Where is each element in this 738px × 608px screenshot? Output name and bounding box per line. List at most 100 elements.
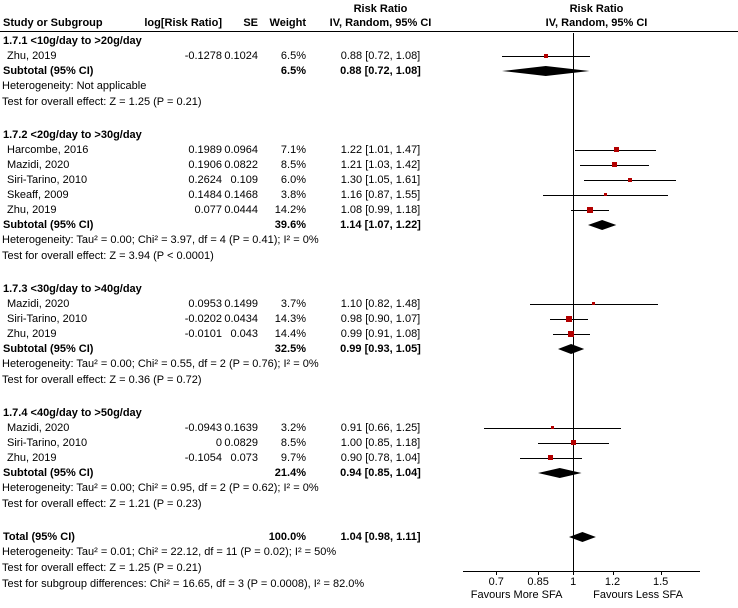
study-row: Siri-Tarino, 2010 -0.0202 0.0434 14.3% 0.98 …	[0, 311, 738, 326]
note-text: Test for overall effect: Z = 1.25 (P = 0…	[2, 96, 202, 108]
study-row: Zhu, 2019 -0.0101 0.043 14.4% 0.99 [0.91, 1.…	[0, 326, 738, 341]
column-header-weight: Weight	[269, 17, 306, 29]
log-risk-ratio-value: 0.077	[194, 203, 222, 216]
log-risk-ratio-value: 0.1906	[188, 158, 222, 171]
study-name: Mazidi, 2020	[7, 421, 70, 434]
total-row: Total (95% CI) 100.0% 1.04 [0.98, 1.11]	[0, 529, 738, 544]
ci-text: 0.98 [0.90, 1.07]	[340, 312, 421, 325]
point-estimate-marker	[570, 440, 576, 445]
weight-value: 100.0%	[268, 530, 306, 543]
study-row: Harcombe, 2016 0.1989 0.0964 7.1% 1.22 [1.01…	[0, 142, 738, 157]
summary-diamond	[538, 467, 582, 478]
summary-label: Subtotal (95% CI)	[3, 64, 94, 77]
weight-value: 14.2%	[274, 203, 306, 216]
plot-cell	[455, 311, 738, 326]
spacer-row	[0, 264, 738, 281]
column-header-plot-method: IV, Random, 95% CI	[545, 17, 648, 29]
weight-value: 3.2%	[280, 421, 306, 434]
column-header-study: Study or Subgroup	[3, 17, 103, 29]
study-name: Zhu, 2019	[7, 203, 57, 216]
ci-text: 0.88 [0.72, 1.08]	[340, 49, 421, 62]
summary-diamond	[568, 531, 596, 542]
log-risk-ratio-value: -0.0101	[184, 327, 222, 340]
ci-text: 0.94 [0.85, 1.04]	[340, 466, 421, 479]
se-value: 0.0964	[224, 143, 258, 156]
summary-label: Subtotal (95% CI)	[3, 466, 94, 479]
log-risk-ratio-value: 0.2624	[188, 173, 222, 186]
se-value: 0.0434	[224, 312, 258, 325]
study-name: Siri-Tarino, 2010	[7, 173, 88, 186]
note-text: Test for overall effect: Z = 1.21 (P = 0…	[2, 498, 202, 510]
study-row: Zhu, 2019 -0.1054 0.073 9.7% 0.90 [0.78, 1.0…	[0, 450, 738, 465]
study-name: Mazidi, 2020	[7, 158, 70, 171]
plot-cell	[455, 187, 738, 202]
heterogeneity-note: Heterogeneity: Tau² = 0.00; Chi² = 0.55,…	[0, 356, 738, 372]
study-name: Siri-Tarino, 2010	[7, 312, 88, 325]
se-value: 0.1468	[224, 188, 258, 201]
heterogeneity-note: Heterogeneity: Tau² = 0.00; Chi² = 0.95,…	[0, 480, 738, 496]
plot-cell	[455, 296, 738, 311]
ci-text: 1.30 [1.05, 1.61]	[340, 173, 421, 186]
note-text: Test for overall effect: Z = 1.25 (P = 0…	[2, 562, 202, 574]
ci-text: 1.14 [1.07, 1.22]	[340, 218, 421, 231]
ci-text: 1.08 [0.99, 1.18]	[340, 203, 421, 216]
se-value: 0.1639	[224, 421, 258, 434]
plot-cell	[455, 157, 738, 172]
ci-text: 0.91 [0.66, 1.25]	[340, 421, 421, 434]
weight-value: 14.3%	[274, 312, 306, 325]
subtotal-row: Subtotal (95% CI) 32.5% 0.99 [0.93, 1.05]	[0, 341, 738, 356]
study-row: Mazidi, 2020 0.1906 0.0822 8.5% 1.21 [1.03, …	[0, 157, 738, 172]
plot-cell	[455, 142, 738, 157]
log-risk-ratio-value: -0.0202	[184, 312, 222, 325]
study-name: Skeaff, 2009	[7, 188, 69, 201]
plot-cell	[455, 420, 738, 435]
note-text: Heterogeneity: Tau² = 0.00; Chi² = 3.97,…	[2, 234, 319, 246]
plot-cell	[455, 529, 738, 544]
point-estimate-marker	[627, 177, 632, 182]
study-name: Mazidi, 2020	[7, 297, 70, 310]
subgroup-title: 1.7.1 <10g/day to >20g/day	[3, 34, 142, 47]
subtotal-row: Subtotal (95% CI) 6.5% 0.88 [0.72, 1.08]	[0, 63, 738, 78]
plot-cell	[455, 341, 738, 356]
se-value: 0.109	[230, 173, 258, 186]
se-value: 0.1024	[224, 49, 258, 62]
se-value: 0.1499	[224, 297, 258, 310]
log-risk-ratio-value: 0.1484	[188, 188, 222, 201]
ci-text: 1.21 [1.03, 1.42]	[340, 158, 421, 171]
log-risk-ratio-value: 0.1989	[188, 143, 222, 156]
column-header-effect-title: Risk Ratio	[353, 3, 408, 15]
weight-value: 6.5%	[280, 64, 306, 77]
overall-effect-note: Test for overall effect: Z = 1.21 (P = 0…	[0, 496, 738, 512]
subtotal-row: Subtotal (95% CI) 39.6% 1.14 [1.07, 1.22]	[0, 217, 738, 232]
point-estimate-marker	[592, 302, 596, 305]
point-estimate-marker	[611, 162, 617, 167]
study-row: Mazidi, 2020 -0.0943 0.1639 3.2% 0.91 [0.66,…	[0, 420, 738, 435]
weight-value: 8.5%	[280, 436, 306, 449]
total-overall-effect-note: Test for overall effect: Z = 1.25 (P = 0…	[0, 560, 738, 576]
column-header-se: SE	[243, 17, 258, 29]
log-risk-ratio-value: 0	[215, 436, 222, 449]
ci-text: 0.90 [0.78, 1.04]	[340, 451, 421, 464]
study-name: Zhu, 2019	[7, 451, 57, 464]
heterogeneity-note: Heterogeneity: Tau² = 0.00; Chi² = 3.97,…	[0, 232, 738, 248]
study-name: Zhu, 2019	[7, 49, 57, 62]
subtotal-row: Subtotal (95% CI) 21.4% 0.94 [0.85, 1.04]	[0, 465, 738, 480]
forest-rows: 1.7.1 <10g/day to >20g/day Zhu, 2019 -0.12…	[0, 33, 738, 592]
plot-cell	[455, 202, 738, 217]
header-divider	[0, 31, 738, 32]
plot-cell	[455, 172, 738, 187]
weight-value: 3.7%	[280, 297, 306, 310]
plot-cell	[455, 326, 738, 341]
ci-text: 1.04 [0.98, 1.11]	[340, 530, 421, 543]
note-text: Heterogeneity: Tau² = 0.01; Chi² = 22.12…	[2, 546, 337, 558]
study-row: Siri-Tarino, 2010 0.2624 0.109 6.0% 1.30 [1.…	[0, 172, 738, 187]
study-name: Zhu, 2019	[7, 327, 57, 340]
weight-value: 7.1%	[280, 143, 306, 156]
se-value: 0.043	[230, 327, 258, 340]
summary-diamond	[502, 65, 590, 76]
note-text: Heterogeneity: Tau² = 0.00; Chi² = 0.55,…	[2, 358, 319, 370]
column-header-effect-method: IV, Random, 95% CI	[329, 17, 432, 29]
log-risk-ratio-value: -0.1278	[184, 49, 222, 62]
heterogeneity-note: Heterogeneity: Not applicable	[0, 78, 738, 94]
